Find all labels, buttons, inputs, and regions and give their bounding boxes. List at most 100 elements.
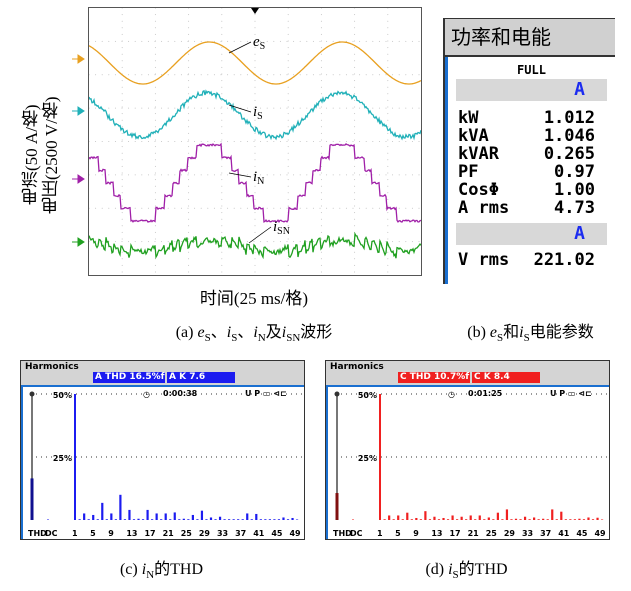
status-icons: U P ▭ ⊲⊏ [245,389,287,398]
bar-h32 [519,519,522,520]
bar-h27 [496,512,499,520]
x-tick-label: 5 [395,529,401,538]
bar-h42 [564,519,567,520]
bar-h37 [542,518,545,520]
bar-h23 [173,512,176,520]
bar-h16 [141,519,145,520]
y-tick-label: 25% [53,454,72,463]
waveform-label: iSN [273,219,290,237]
bar-h9 [110,513,113,520]
x-axis-label: 时间(25 ms/格) [199,289,309,308]
bar-h25 [182,518,185,520]
oscilloscope-plot: eS iS iN iSN [88,7,422,276]
bar-h10 [114,519,117,520]
channel-marker [72,106,85,116]
channel-marker [72,174,85,184]
harmonics-panel-is: Harmonics C THD 10.7%f C K 8.4 ◷ 0:01:25… [325,360,610,540]
bar-h7 [101,502,104,520]
bar-h8 [410,519,413,520]
bar-h33 [523,516,527,520]
bar-h19 [155,513,158,520]
bar-h32 [214,519,217,520]
x-tick-label: 41 [253,529,265,538]
bar-h31 [209,517,213,520]
x-tick-label: 29 [199,529,211,538]
x-tick-label: THD [28,529,47,538]
bar-h35 [533,517,536,520]
y-tick-label: 50% [53,391,72,400]
bar-h36 [232,519,235,520]
bar-h39 [551,509,554,520]
x-tick-label: 13 [431,529,442,538]
bar-h18 [151,519,154,520]
y-tick-label: 25% [358,454,377,463]
thd-tag: A THD 16.5%f [93,372,165,383]
bar-h35 [228,519,231,520]
x-tick-label: 1 [377,529,383,538]
x-tick-label: 45 [271,529,283,538]
bar-h4 [392,519,395,520]
bar-h14 [437,519,441,520]
bar-h30 [510,519,513,520]
bar-h40 [250,519,253,520]
bar-h33 [218,516,222,520]
bar-h10 [419,519,422,520]
bar-h46 [582,519,586,520]
bar-h44 [573,519,576,520]
waveform-label: iS [253,104,263,122]
bar-h39 [246,513,249,520]
vrms-row: V rms 221.02 [458,250,595,270]
bar-h24 [178,519,181,520]
waveform-is [88,89,422,141]
bar-h4 [87,519,90,520]
channel-label-2: A [456,223,607,245]
bar-h22 [169,519,172,520]
bar-h18 [456,519,459,520]
mode-label: FULL [517,63,546,77]
waveform-in [88,142,422,223]
bar-h12 [428,519,432,520]
bar-h7 [406,512,409,520]
y-tick-label: 50% [358,391,377,400]
bar-dc [47,519,49,520]
bar-h22 [474,519,477,520]
harmonics-title: Harmonics [25,362,79,372]
waveform-isn [88,231,422,260]
bar-h20 [465,519,468,520]
bar-h1 [74,394,76,520]
x-tick-label: 25 [486,529,498,538]
bar-h41 [255,513,258,520]
meter-row: PF 0.97 [458,162,595,182]
bar-h13 [128,509,131,520]
x-tick-label: 33 [217,529,228,538]
bar-h44 [268,519,271,520]
bar-h15 [442,517,445,520]
bar-h16 [446,519,450,520]
bar-h27 [191,514,194,520]
meter-row: kVA 1.046 [458,126,595,146]
bar-h26 [492,519,495,520]
bar-h38 [546,519,549,520]
bar-h28 [196,519,199,520]
x-tick-label: 49 [289,529,301,538]
bar-h41 [560,511,563,520]
meter-row: A rms 4.73 [458,198,595,218]
x-tick-label: 9 [108,529,114,538]
status-icons: U P ▭ ⊲⊏ [550,389,592,398]
bar-h50 [295,519,299,520]
bar-h11 [119,494,122,520]
bar-h38 [241,519,244,520]
bar-h45 [578,518,581,520]
bar-h49 [596,517,599,520]
bar-h15 [137,518,140,520]
bar-h31 [514,518,518,520]
cursor-handle [29,391,35,397]
bar-h45 [273,519,276,520]
power-energy-panel: 功率和电能 FULL A kW 1.012 kVA 1.046 kVAR 0.265 PF 0… [443,18,615,284]
bar-h23 [478,515,481,520]
x-tick-label: 5 [90,529,96,538]
bar-h26 [187,519,190,520]
caption-d: (d) iS的THD [425,561,508,582]
x-tick-label: DC [45,529,58,538]
bar-h29 [200,510,204,520]
